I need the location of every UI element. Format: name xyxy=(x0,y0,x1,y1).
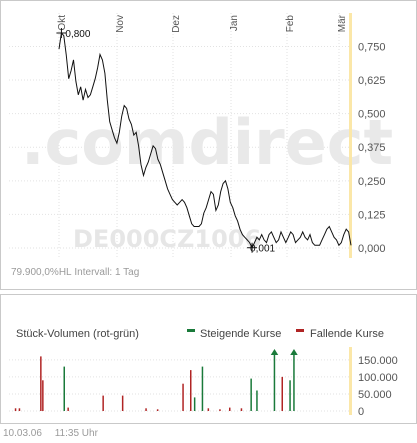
volume-bar xyxy=(193,397,196,411)
watermark-brand: .comdirect xyxy=(21,106,393,179)
vol-tick-label: 100.000 xyxy=(358,372,398,384)
info-mid: HL xyxy=(58,267,72,278)
volume-y-axis-band xyxy=(349,347,352,415)
volume-title: Stück-Volumen (rot-grün) xyxy=(16,328,139,340)
volume-grid xyxy=(9,359,349,412)
y-tick-label: 0,375 xyxy=(358,142,386,154)
info-left: 79.900,0% xyxy=(11,267,59,278)
y-tick-label: 0,250 xyxy=(358,176,386,188)
month-label: Mär xyxy=(337,14,348,32)
volume-bar xyxy=(219,409,221,411)
vol-tick-label: 50.000 xyxy=(358,389,392,401)
volume-bar xyxy=(67,407,69,411)
month-label: Dez xyxy=(171,15,182,33)
watermark: .comdirect DE000CZ1006 xyxy=(21,106,393,253)
volume-bar xyxy=(42,380,44,411)
y-tick-labels: 0,750 0,625 0,500 0,375 0,250 0,125 0,000 xyxy=(358,41,386,255)
y-tick-label: 0,500 xyxy=(358,109,386,121)
price-chart: .comdirect DE000CZ1006 Okt Nov Dez Jan Feb Mä… xyxy=(9,13,393,258)
month-label: Okt xyxy=(57,15,68,31)
timestamp-footer: 10.03.06 11:35 Uhr xyxy=(3,428,108,439)
volume-bar xyxy=(156,409,159,411)
legend-up: Steigende Kurse xyxy=(187,328,281,340)
watermark-isin: DE000CZ1006 xyxy=(73,225,261,253)
clip-arrow xyxy=(290,349,298,355)
volume-bar xyxy=(121,395,124,411)
min-label: 0,001 xyxy=(250,244,275,255)
y-tick-label: 0,750 xyxy=(358,41,386,53)
volume-bar xyxy=(207,408,210,411)
volume-bar xyxy=(182,383,184,411)
volume-bar xyxy=(281,376,283,411)
legend-up-swatch xyxy=(187,329,195,332)
y-tick-label: 0,625 xyxy=(358,75,386,87)
month-label: Jan xyxy=(229,15,240,31)
chart-info: 79.900,0%HL Intervall: 1 Tag xyxy=(11,267,147,278)
vol-tick-label: 150.000 xyxy=(358,355,398,367)
volume-bar xyxy=(289,380,291,411)
month-labels: Okt Nov Dez Jan Feb Mär xyxy=(57,14,348,32)
volume-bar xyxy=(201,366,204,411)
volume-bar xyxy=(250,378,252,411)
y-axis-band xyxy=(349,13,352,258)
volume-bar xyxy=(190,370,192,411)
volume-bar xyxy=(40,356,42,411)
volume-bar xyxy=(256,390,258,411)
volume-bar xyxy=(145,408,147,411)
annotations: 0,800 0,001 xyxy=(56,28,276,255)
price-chart-panel: .comdirect DE000CZ1006 Okt Nov Dez Jan Feb Mä… xyxy=(0,0,417,290)
month-label: Nov xyxy=(115,15,126,33)
legend-down: Fallende Kurse xyxy=(296,328,384,340)
volume-bar xyxy=(240,408,243,411)
volume-bar xyxy=(102,395,104,411)
max-label: 0,800 xyxy=(65,29,90,40)
volume-bar xyxy=(229,407,231,411)
clip-arrow xyxy=(270,349,279,355)
price-grid xyxy=(9,13,349,258)
volume-bar xyxy=(14,408,17,411)
volume-y-tick-labels: 150.000 100.000 50.000 0 xyxy=(358,355,398,418)
legend-down-swatch xyxy=(296,329,304,332)
y-tick-label: 0,125 xyxy=(358,209,386,221)
volume-bar xyxy=(293,351,295,411)
footer-time: 11:35 Uhr xyxy=(54,428,98,439)
volume-bar xyxy=(273,351,276,411)
footer-date: 10.03.06 xyxy=(3,428,42,439)
volume-bar xyxy=(18,408,21,411)
volume-chart: Stück-Volumen (rot-grün) Steigende Kurse… xyxy=(9,328,398,418)
info-interval: Intervall: 1 Tag xyxy=(74,267,140,278)
y-tick-label: 0,000 xyxy=(358,243,386,255)
legend-up-label: Steigende Kurse xyxy=(200,328,281,340)
month-label: Feb xyxy=(285,15,296,33)
vol-tick-label: 0 xyxy=(358,406,364,418)
volume-bar xyxy=(63,366,65,411)
volume-bars xyxy=(14,349,298,411)
legend-down-label: Fallende Kurse xyxy=(310,328,384,340)
price-line xyxy=(58,31,352,249)
volume-chart-panel: Stück-Volumen (rot-grün) Steigende Kurse… xyxy=(0,294,417,424)
